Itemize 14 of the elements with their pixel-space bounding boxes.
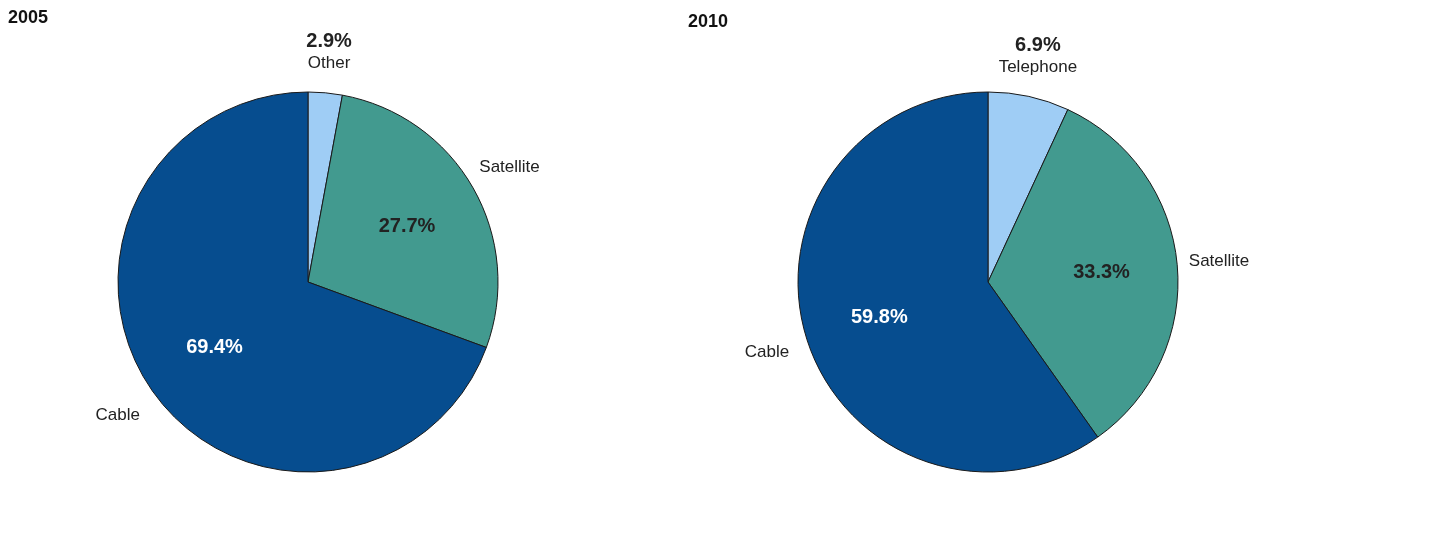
slice-label: Satellite (479, 157, 540, 177)
data-label: 69.4% (186, 335, 244, 358)
slice-label: Cable (95, 404, 140, 424)
data-label: 2.9% (306, 28, 353, 51)
data-label: 33.3% (1073, 259, 1131, 282)
slice-label: Telephone (998, 57, 1078, 77)
chart-title: 2005 (8, 6, 49, 27)
data-label: 59.8% (851, 304, 908, 327)
slice-label: Cable (744, 342, 790, 362)
data-label: 6.9% (1015, 33, 1061, 56)
slice-label: Other (307, 52, 351, 72)
slice-label: Satellite (1188, 250, 1250, 270)
chart-title: 2010 (688, 11, 729, 32)
data-label: 27.7% (378, 213, 436, 236)
